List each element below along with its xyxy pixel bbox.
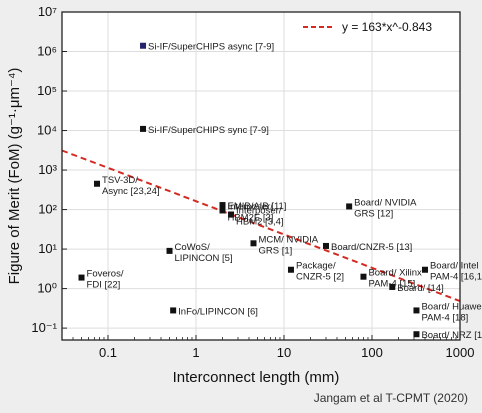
data-point-marker — [322, 242, 329, 249]
data-point-label: FDI [22] — [87, 280, 121, 291]
y-tick-label: 10⁷ — [38, 4, 57, 19]
y-tick-label: 10⁻¹ — [31, 320, 57, 335]
source-caption: Jangam et al T-CPMT (2020) — [313, 391, 468, 405]
data-point-marker — [413, 331, 420, 338]
data-point-marker — [250, 240, 257, 247]
data-point-label: Board/ NRZ [19] — [421, 330, 482, 341]
data-point-marker — [287, 266, 294, 273]
data-point-label: Board/ Intel — [430, 261, 479, 272]
data-point-label: HBM2E [3] — [227, 212, 273, 223]
data-point-label: InFo/LIPINCON [6] — [178, 306, 258, 317]
data-point-label: GRS [12] — [354, 208, 393, 219]
x-tick-label: 0.1 — [99, 345, 117, 360]
data-point-marker — [219, 207, 226, 214]
x-axis-ticks: 0.1 1 10 100 1000 — [61, 335, 475, 360]
x-tick-label: 1000 — [446, 345, 475, 360]
y-axis-ticks: 10⁻¹ 10⁰ 10¹ 10² 10³ 10⁴ 10⁵ 10⁶ 10⁷ — [31, 4, 67, 335]
data-point-marker — [170, 307, 177, 314]
data-point-label: TSV-3D/ — [102, 175, 138, 186]
y-tick-label: 10⁵ — [37, 83, 57, 98]
data-point-label: EMIB/AIB [11] — [227, 201, 286, 212]
y-tick-label: 10⁴ — [37, 123, 57, 138]
legend-label: y = 163*x^-0.843 — [342, 20, 432, 34]
data-point-label: Board/CNZR-5 [13] — [331, 242, 412, 253]
x-tick-label: 100 — [361, 345, 383, 360]
x-axis-title: Interconnect length (mm) — [173, 369, 340, 386]
data-point-label: PAM-4 [16,17] — [430, 272, 482, 283]
data-point-marker — [94, 180, 101, 187]
y-tick-label: 10¹ — [38, 241, 57, 256]
data-point-label: CNZR-5 [2] — [296, 272, 344, 283]
data-point-marker — [166, 247, 173, 254]
data-point-marker — [421, 266, 428, 273]
plot-frame — [61, 11, 461, 341]
y-tick-label: 10⁰ — [37, 281, 57, 296]
data-point-marker — [413, 307, 420, 314]
y-tick-label: 10⁶ — [37, 44, 57, 59]
data-point-label: CoWoS/ — [175, 242, 211, 253]
legend: y = 163*x^-0.843 — [303, 20, 432, 34]
data-point-label: LIPINCON [5] — [175, 253, 233, 264]
y-axis-title: Figure of Merit (FoM) (g⁻¹·μm⁻⁴) — [6, 68, 23, 285]
x-tick-label: 10 — [277, 345, 291, 360]
data-point-label: Foveros/ — [87, 269, 124, 280]
data-point-label: Board/ [14] — [397, 283, 443, 294]
data-point-marker — [78, 274, 85, 281]
data-point-marker — [346, 203, 353, 210]
data-point-marker — [360, 273, 367, 280]
data-point-label: Board/ Xilinx — [368, 268, 422, 279]
data-point-marker — [228, 211, 235, 218]
data-points-group — [78, 42, 428, 338]
point-labels-group: Si-IF/SuperCHIPS async [7-9] Si-IF/SuperC… — [87, 42, 482, 341]
data-point-label: HBM2 [3,4] — [236, 217, 284, 228]
data-point-label: Si-IF/SuperCHIPS sync [7-9] — [148, 125, 269, 136]
y-tick-label: 10² — [38, 202, 57, 217]
data-point-label: Interposer/ — [227, 201, 273, 212]
x-tick-label: 1 — [192, 345, 199, 360]
data-point-label: Si-IF/SuperCHIPS async [7-9] — [148, 42, 274, 53]
data-point-label: Board/ NVIDIA — [354, 197, 417, 208]
data-point-label: GRS [1] — [258, 245, 292, 256]
data-point-label: Board/ Huawei — [421, 301, 482, 312]
data-point-marker — [389, 283, 396, 290]
data-point-label: MCM/ NVIDIA — [258, 234, 318, 245]
data-point-label: Async [23,24] — [102, 186, 160, 197]
y-tick-label: 10³ — [38, 162, 57, 177]
data-point-label: Interposer/ — [236, 206, 282, 217]
data-point-marker — [219, 202, 226, 209]
power-law-fit-line — [61, 149, 461, 303]
fit-line-group — [61, 149, 461, 303]
data-point-label: PAM-4 [15] — [368, 279, 415, 290]
data-point-marker — [140, 125, 147, 132]
data-point-marker — [140, 42, 147, 49]
data-point-label: PAM-4 [18] — [421, 312, 468, 323]
data-point-label: Package/ — [296, 261, 336, 272]
